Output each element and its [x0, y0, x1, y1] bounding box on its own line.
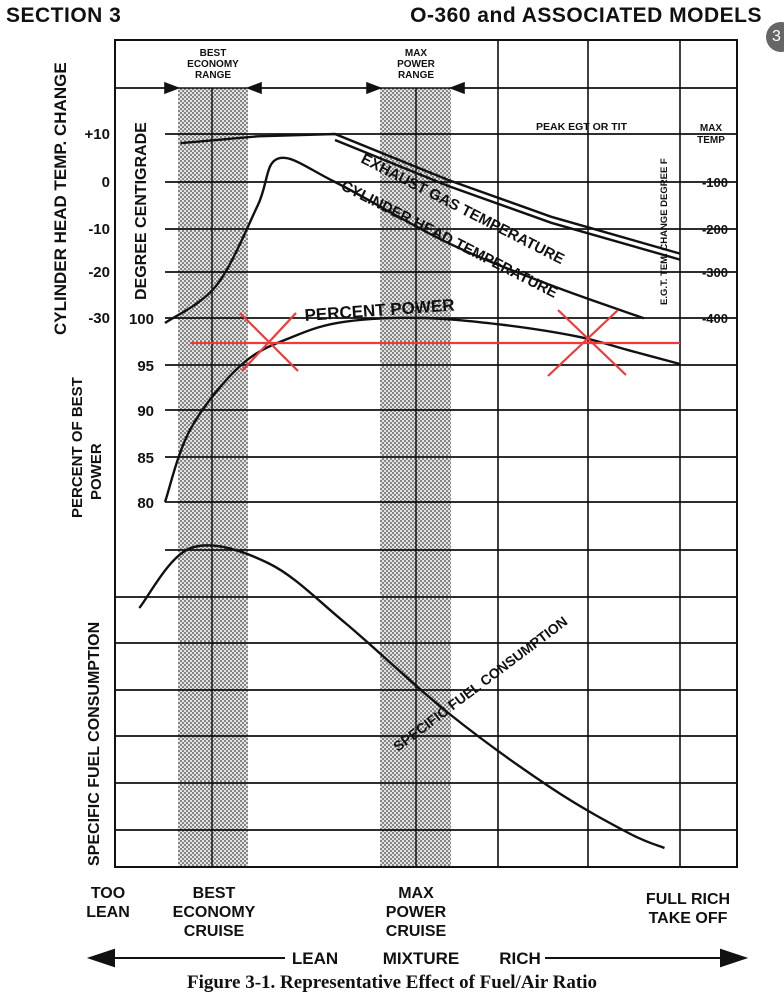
power-range-label-3: RANGE: [398, 70, 434, 81]
percent-power-curve: [163, 316, 681, 503]
band-best-economy: [178, 88, 248, 866]
exhaust-gas-temperature-curve-inner: [334, 138, 681, 261]
max-power-label-1: MAX: [398, 885, 434, 902]
deg-c-axis-title: DEGREE CENTIGRADE: [133, 122, 150, 300]
egt-tick-label: -400: [702, 311, 728, 326]
specific-fuel-consumption-curve: [138, 544, 665, 850]
power-tick-label: 100: [129, 311, 154, 328]
power-axis-title-2: POWER: [88, 443, 105, 500]
models-title: O-360 and ASSOCIATED MODELS: [410, 4, 762, 27]
power-tick-label: 90: [137, 403, 154, 420]
cylinder-head-temperature-curve: [164, 156, 645, 324]
too-lean-label-1: TOO: [91, 885, 125, 902]
max-power-label-2: POWER: [386, 904, 447, 921]
chart-frame: [114, 39, 738, 868]
economy-range-label-1: BEST: [200, 48, 227, 59]
best-economy-label-1: BEST: [193, 885, 236, 902]
best-economy-label-2: ECONOMY: [173, 904, 256, 921]
mixture-label: MIXTURE: [383, 949, 460, 968]
power-tick-label: 95: [137, 358, 154, 375]
power-range-label-2: POWER: [397, 59, 436, 70]
power-tick-label: 85: [137, 450, 154, 467]
power-axis-title-1: PERCENT OF BEST: [69, 377, 86, 518]
sfc-axis-title: SPECIFIC FUEL CONSUMPTION: [86, 622, 103, 866]
cht-tick-label: -10: [88, 221, 110, 238]
economy-range-label-2: ECONOMY: [187, 59, 239, 70]
egt-axis-title: E.G.T. TEM. CHANGE DEGREE F: [659, 158, 670, 305]
cht-tick-label: +10: [85, 126, 110, 143]
peak-egt-label: PEAK EGT OR TIT: [536, 121, 628, 133]
section-title: SECTION 3: [6, 4, 122, 27]
too-lean-label-2: LEAN: [86, 904, 130, 921]
lean-label: LEAN: [292, 949, 338, 968]
rich-label: RICH: [499, 949, 541, 968]
max-temp-label-1: MAX: [700, 123, 723, 134]
egt-tick-label: -200: [702, 222, 728, 237]
max-power-label-3: CRUISE: [386, 923, 447, 940]
page-badge: 3: [766, 22, 784, 52]
figure-caption: Figure 3-1. Representative Effect of Fue…: [187, 972, 597, 993]
exhaust-gas-temperature-curve: [180, 132, 681, 255]
full-rich-label-1: FULL RICH: [646, 891, 730, 908]
cht-axis-title: CYLINDER HEAD TEMP. CHANGE: [51, 62, 70, 335]
full-rich-label-2: TAKE OFF: [649, 910, 728, 927]
economy-range-label-3: RANGE: [195, 70, 231, 81]
power-range-label-1: MAX: [405, 48, 428, 59]
cht-tick-label: -20: [88, 264, 110, 281]
best-economy-label-3: CRUISE: [184, 923, 245, 940]
egt-tick-label: -300: [702, 265, 728, 280]
cht-tick-label: 0: [102, 174, 110, 191]
max-temp-label-2: TEMP: [697, 135, 725, 146]
red-markup: [190, 309, 680, 377]
egt-tick-label: -100: [702, 175, 728, 190]
cht-tick-label: -30: [88, 310, 110, 327]
power-tick-label: 80: [137, 495, 154, 512]
